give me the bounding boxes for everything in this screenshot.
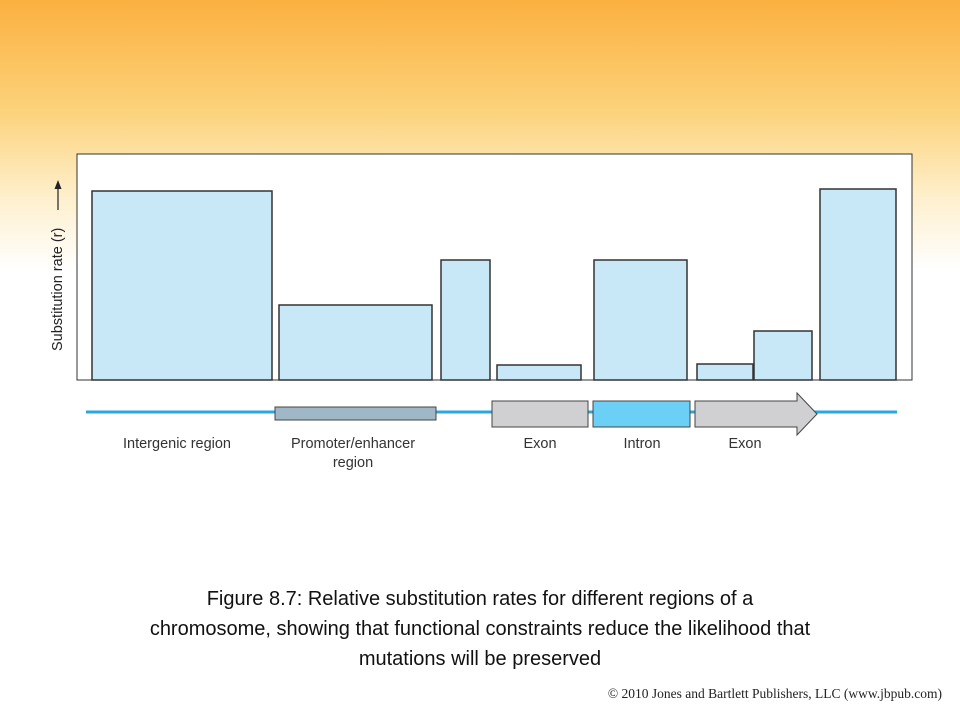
label-intergenic: Intergenic region xyxy=(123,436,231,452)
y-axis-arrow-icon xyxy=(54,180,62,189)
bar-intergenic-right xyxy=(819,188,897,381)
promoter-region-box xyxy=(274,406,437,421)
caption-line-3: mutations will be preserved xyxy=(358,648,602,670)
bar-intron xyxy=(593,259,688,381)
bar-exon-2-end xyxy=(753,330,813,381)
label-exon-1: Exon xyxy=(523,436,556,452)
bar-promoter xyxy=(278,304,433,381)
y-axis-label: Substitution rate (r) xyxy=(50,228,66,351)
bar-promoter-right xyxy=(440,259,491,381)
copyright-notice: © 2010 Jones and Bartlett Publishers, LL… xyxy=(607,686,942,701)
caption-line-2: chromosome, showing that functional cons… xyxy=(149,618,811,640)
bar-exon-2 xyxy=(696,363,754,381)
label-intron: Intron xyxy=(623,436,660,452)
label-promoter-line2: region xyxy=(333,455,373,471)
label-exon-2: Exon xyxy=(728,436,761,452)
caption-line-1: Figure 8.7: Relative substitution rates … xyxy=(206,588,754,610)
bar-intergenic-left xyxy=(91,190,273,381)
exon-2-arrow-icon xyxy=(694,391,818,437)
exon-1-box xyxy=(491,400,589,428)
label-promoter-line1: Promoter/enhancer xyxy=(291,436,415,452)
intron-box xyxy=(592,400,691,428)
bar-exon-1 xyxy=(496,364,582,381)
rate-bars xyxy=(91,188,897,381)
figure-caption: Figure 8.7: Relative substitution rates … xyxy=(60,584,900,674)
